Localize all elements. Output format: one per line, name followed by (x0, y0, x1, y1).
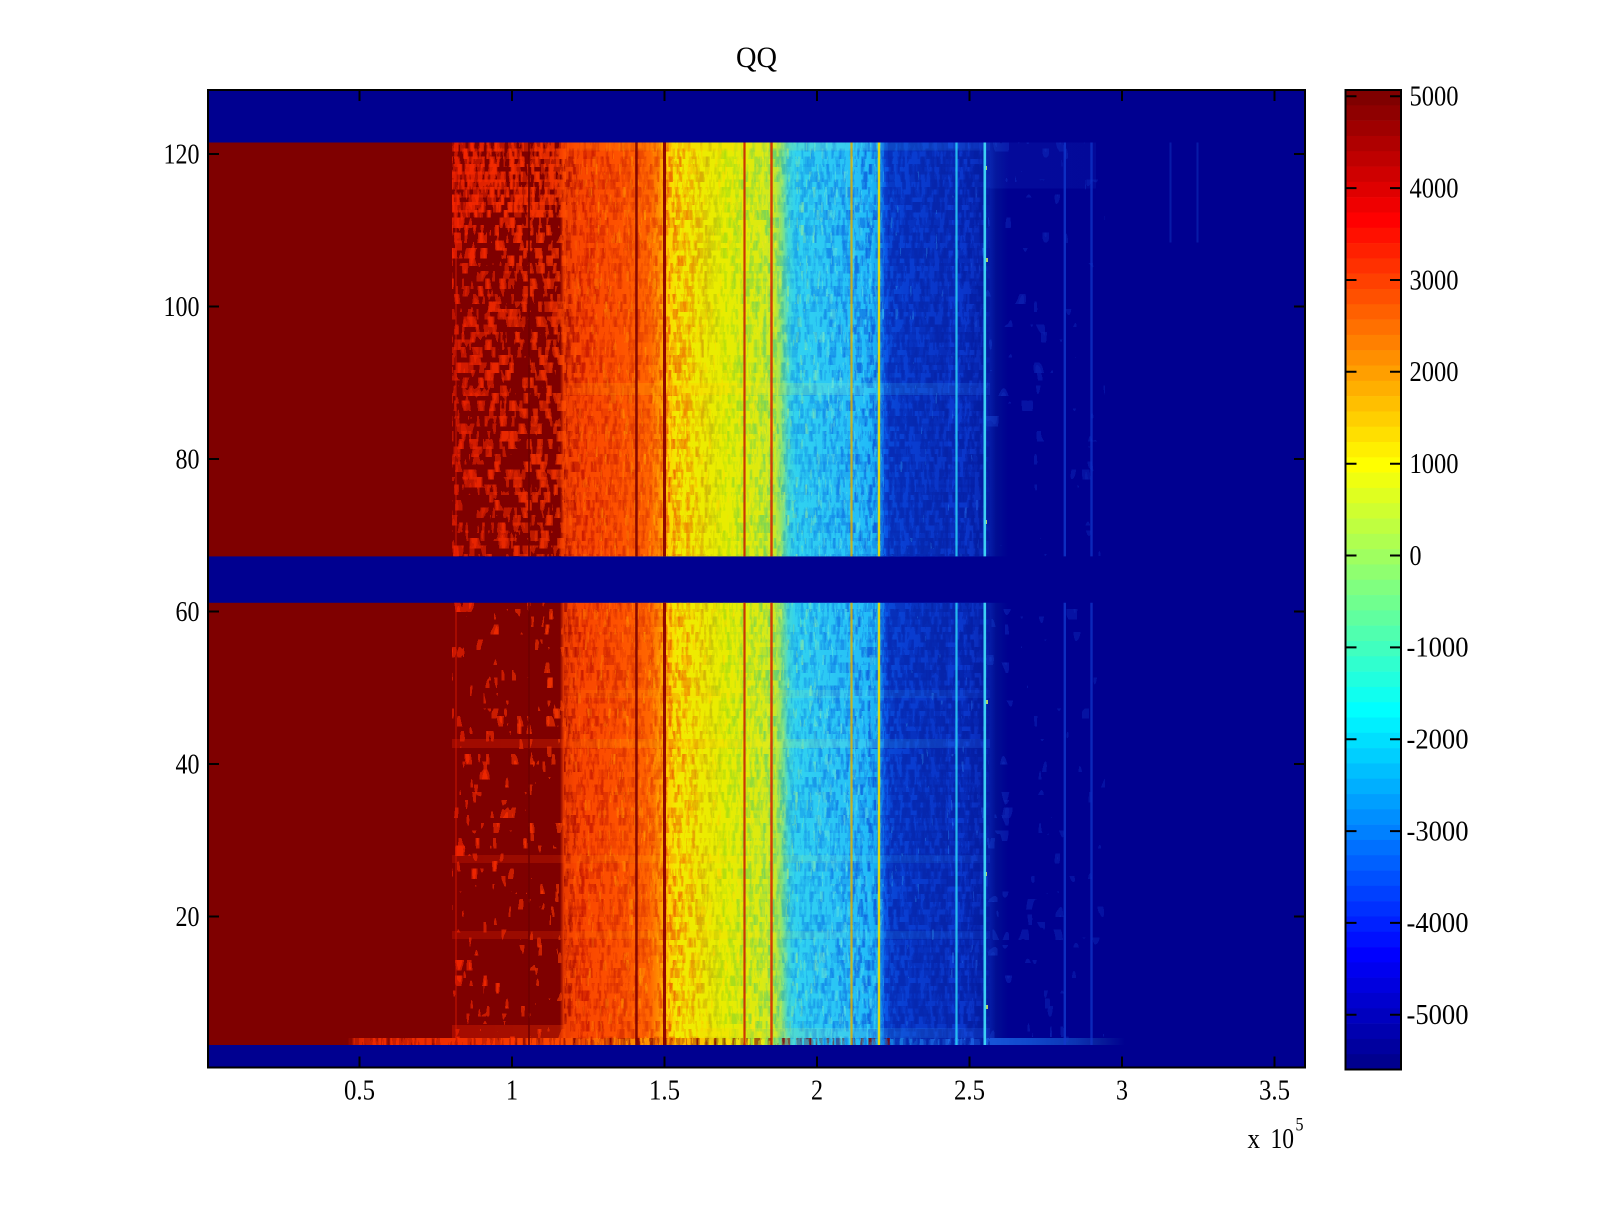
svg-text:3: 3 (1116, 1076, 1128, 1107)
svg-text:1: 1 (506, 1076, 518, 1107)
svg-text:100: 100 (164, 292, 200, 323)
svg-text:10: 10 (1271, 1124, 1295, 1155)
svg-text:3000: 3000 (1410, 265, 1459, 296)
svg-text:x: x (1248, 1124, 1261, 1155)
svg-text:1000: 1000 (1410, 449, 1459, 480)
svg-text:-5000: -5000 (1407, 1000, 1469, 1031)
svg-text:QQ: QQ (736, 41, 777, 74)
svg-text:1.5: 1.5 (649, 1076, 680, 1107)
svg-text:3.5: 3.5 (1259, 1076, 1290, 1107)
svg-text:2000: 2000 (1410, 357, 1459, 388)
svg-text:80: 80 (176, 444, 200, 475)
svg-text:120: 120 (164, 139, 200, 170)
svg-text:-3000: -3000 (1407, 816, 1469, 847)
svg-text:-2000: -2000 (1407, 725, 1469, 756)
svg-text:0: 0 (1410, 541, 1422, 572)
svg-text:60: 60 (176, 597, 200, 628)
svg-text:2: 2 (811, 1076, 823, 1107)
svg-text:5: 5 (1296, 1115, 1304, 1136)
svg-text:0.5: 0.5 (344, 1076, 375, 1107)
svg-text:4000: 4000 (1410, 173, 1459, 204)
svg-text:20: 20 (176, 902, 200, 933)
svg-text:5000: 5000 (1410, 82, 1459, 113)
svg-text:-4000: -4000 (1407, 908, 1469, 939)
svg-text:40: 40 (176, 749, 200, 780)
svg-text:2.5: 2.5 (954, 1076, 985, 1107)
svg-text:-1000: -1000 (1407, 633, 1469, 664)
